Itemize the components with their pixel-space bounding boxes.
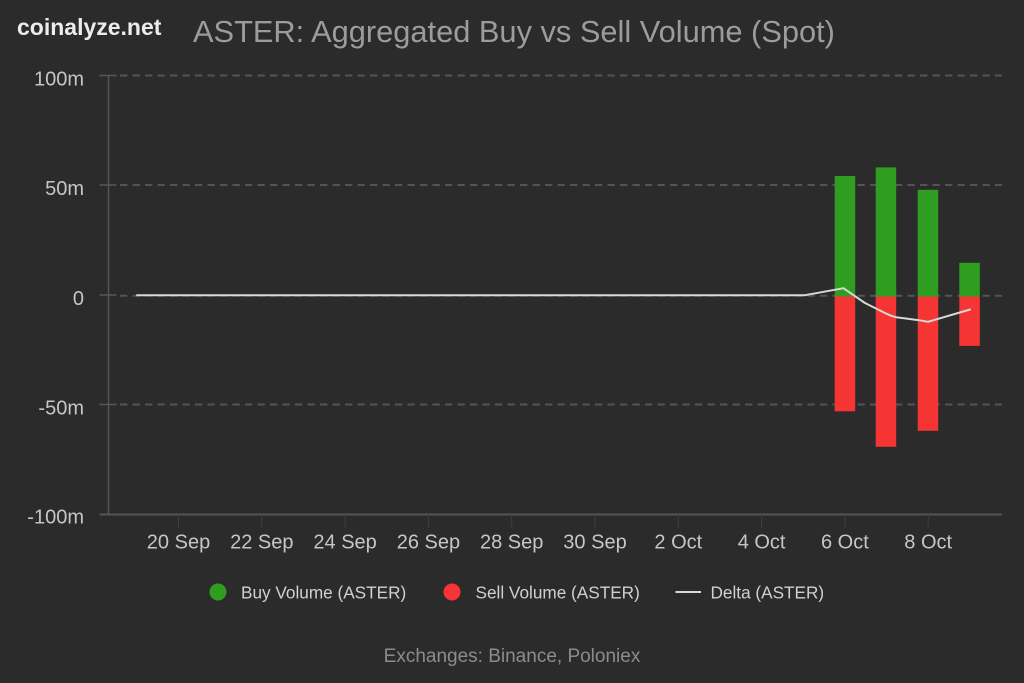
svg-text:24 Sep: 24 Sep (313, 532, 376, 554)
svg-text:100m: 100m (34, 69, 84, 91)
svg-text:-50m: -50m (38, 398, 84, 420)
svg-text:26 Sep: 26 Sep (397, 532, 460, 554)
svg-text:0: 0 (73, 288, 84, 310)
svg-text:2 Oct: 2 Oct (654, 532, 702, 554)
svg-text:30 Sep: 30 Sep (563, 532, 626, 554)
svg-text:8 Oct: 8 Oct (904, 532, 952, 554)
svg-text:coinalyze.net: coinalyze.net (17, 14, 162, 40)
svg-text:22 Sep: 22 Sep (230, 532, 293, 554)
svg-text:20 Sep: 20 Sep (147, 532, 210, 554)
svg-text:4 Oct: 4 Oct (738, 532, 786, 554)
svg-text:6 Oct: 6 Oct (821, 532, 869, 554)
svg-text:ASTER: Aggregated Buy vs Sell: ASTER: Aggregated Buy vs Sell Volume (Sp… (193, 14, 835, 49)
svg-text:Exchanges: Binance, Poloniex: Exchanges: Binance, Poloniex (384, 646, 641, 667)
svg-text:-100m: -100m (27, 507, 84, 529)
svg-text:Sell Volume (ASTER): Sell Volume (ASTER) (476, 582, 640, 602)
svg-text:28 Sep: 28 Sep (480, 532, 543, 554)
svg-text:Buy Volume (ASTER): Buy Volume (ASTER) (241, 582, 406, 602)
svg-text:50m: 50m (45, 178, 84, 200)
svg-text:Delta (ASTER): Delta (ASTER) (711, 582, 825, 602)
